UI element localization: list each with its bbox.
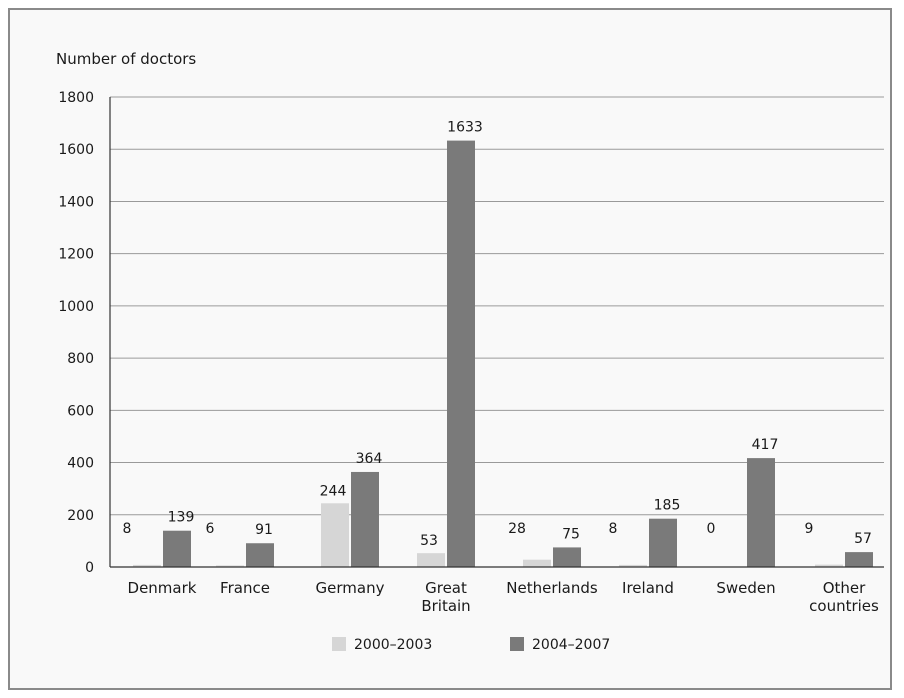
category-label: Ireland: [622, 579, 674, 597]
data-label: 53: [420, 533, 438, 549]
data-label: 244: [320, 483, 347, 499]
data-label: 8: [123, 521, 132, 537]
bar: [216, 565, 244, 567]
data-labels: 8 139 6 91 244 364 53 1633 28 75 8 185 0 417 9 57: [123, 120, 872, 550]
bar: [163, 530, 191, 567]
bar: [417, 553, 445, 567]
data-label: 91: [255, 522, 273, 538]
y-axis-title: Number of doctors: [56, 50, 196, 68]
bars: [133, 140, 873, 567]
bar: [619, 564, 647, 567]
data-label: 139: [168, 510, 195, 526]
data-label: 9: [805, 521, 814, 537]
data-label: 8: [609, 521, 618, 537]
data-label: 1633: [447, 120, 483, 136]
category-label: France: [220, 579, 270, 597]
bar: [321, 503, 349, 567]
bar: [447, 140, 475, 567]
y-tick-labels: 0 200 400 600 800 1000 1200 1400 1600 1800: [58, 90, 94, 576]
legend-swatch: [332, 637, 346, 651]
y-tick-label: 1800: [58, 90, 94, 106]
data-label: 57: [854, 531, 872, 547]
data-label: 75: [562, 526, 580, 542]
data-label: 417: [752, 437, 779, 453]
bar: [747, 458, 775, 567]
y-tick-label: 200: [67, 508, 94, 524]
data-label: 0: [707, 521, 716, 537]
y-tick-label: 600: [67, 403, 94, 419]
bar: [351, 471, 379, 567]
data-label: 364: [356, 451, 383, 467]
y-tick-label: 0: [85, 560, 94, 576]
bar: [246, 543, 274, 567]
bar: [845, 552, 873, 567]
data-label: 6: [206, 521, 215, 537]
y-tick-label: 400: [67, 456, 94, 472]
y-tick-label: 1000: [58, 299, 94, 315]
category-label: Sweden: [716, 579, 775, 597]
legend-label: 2000–2003: [354, 637, 432, 653]
legend-label: 2004–2007: [532, 637, 610, 653]
y-tick-label: 1200: [58, 247, 94, 263]
category-label: Germany: [316, 579, 385, 597]
data-label: 28: [508, 521, 526, 537]
bar: [553, 547, 581, 567]
bar: [133, 564, 161, 567]
data-label: 185: [654, 498, 681, 514]
category-label: Netherlands: [506, 579, 598, 597]
category-label: Britain: [421, 597, 470, 615]
y-tick-label: 800: [67, 351, 94, 367]
legend-swatch: [510, 637, 524, 651]
bar: [649, 518, 677, 567]
legend: 2000–2003 2004–2007: [332, 637, 610, 653]
category-label: Denmark: [128, 579, 197, 597]
category-label: Great: [425, 579, 467, 597]
bar: [523, 559, 551, 567]
category-label: Other: [823, 579, 866, 597]
y-tick-label: 1400: [58, 194, 94, 210]
y-tick-label: 1600: [58, 142, 94, 158]
category-label: countries: [809, 597, 879, 615]
bar: [815, 564, 843, 567]
